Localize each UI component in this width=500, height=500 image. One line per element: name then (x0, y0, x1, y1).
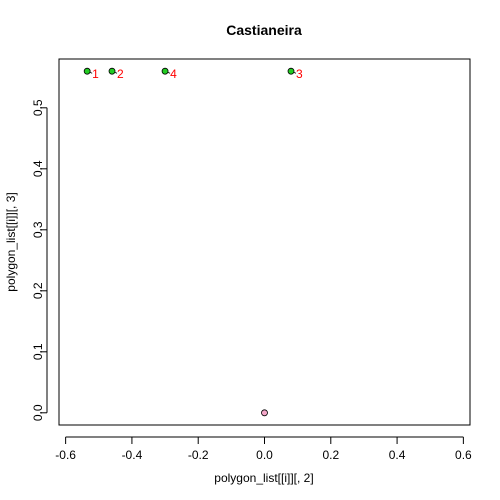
data-point (261, 409, 268, 417)
x-axis: -0.6 -0.4 -0.2 0.0 0.2 0.4 0.6 (55, 436, 472, 462)
y-tick-label: 0.3 (31, 221, 45, 238)
data-point (287, 67, 295, 75)
x-tick-label: 0.0 (256, 448, 273, 462)
point-label: 3 (296, 67, 303, 81)
point-label: 1 (92, 67, 99, 81)
x-tick-label: -0.2 (188, 448, 209, 462)
x-tick-label: -0.6 (55, 448, 76, 462)
x-tick-label: 0.6 (455, 448, 472, 462)
y-axis-label: polygon_list[[i]][, 3] (4, 192, 18, 291)
y-tick-label: 0.0 (31, 404, 45, 421)
data-points: 1 2 3 4 (83, 67, 303, 417)
y-tick-label: 0.4 (31, 160, 45, 177)
data-point (108, 67, 116, 75)
x-tick-label: 0.4 (389, 448, 406, 462)
data-point (161, 67, 169, 75)
data-point (83, 67, 91, 75)
point-label: 2 (117, 67, 124, 81)
plot-frame (58, 58, 471, 426)
x-tick-label: -0.4 (122, 448, 143, 462)
y-axis: 0.0 0.1 0.2 0.3 0.4 0.5 (31, 99, 48, 421)
y-tick-label: 0.1 (31, 343, 45, 360)
x-axis-label: polygon_list[[i]][, 2] (214, 471, 313, 485)
y-tick-label: 0.5 (31, 99, 45, 116)
chart-title: Castianeira (226, 22, 302, 38)
point-label: 4 (170, 67, 177, 81)
y-tick-label: 0.2 (31, 282, 45, 299)
x-tick-label: 0.2 (322, 448, 339, 462)
